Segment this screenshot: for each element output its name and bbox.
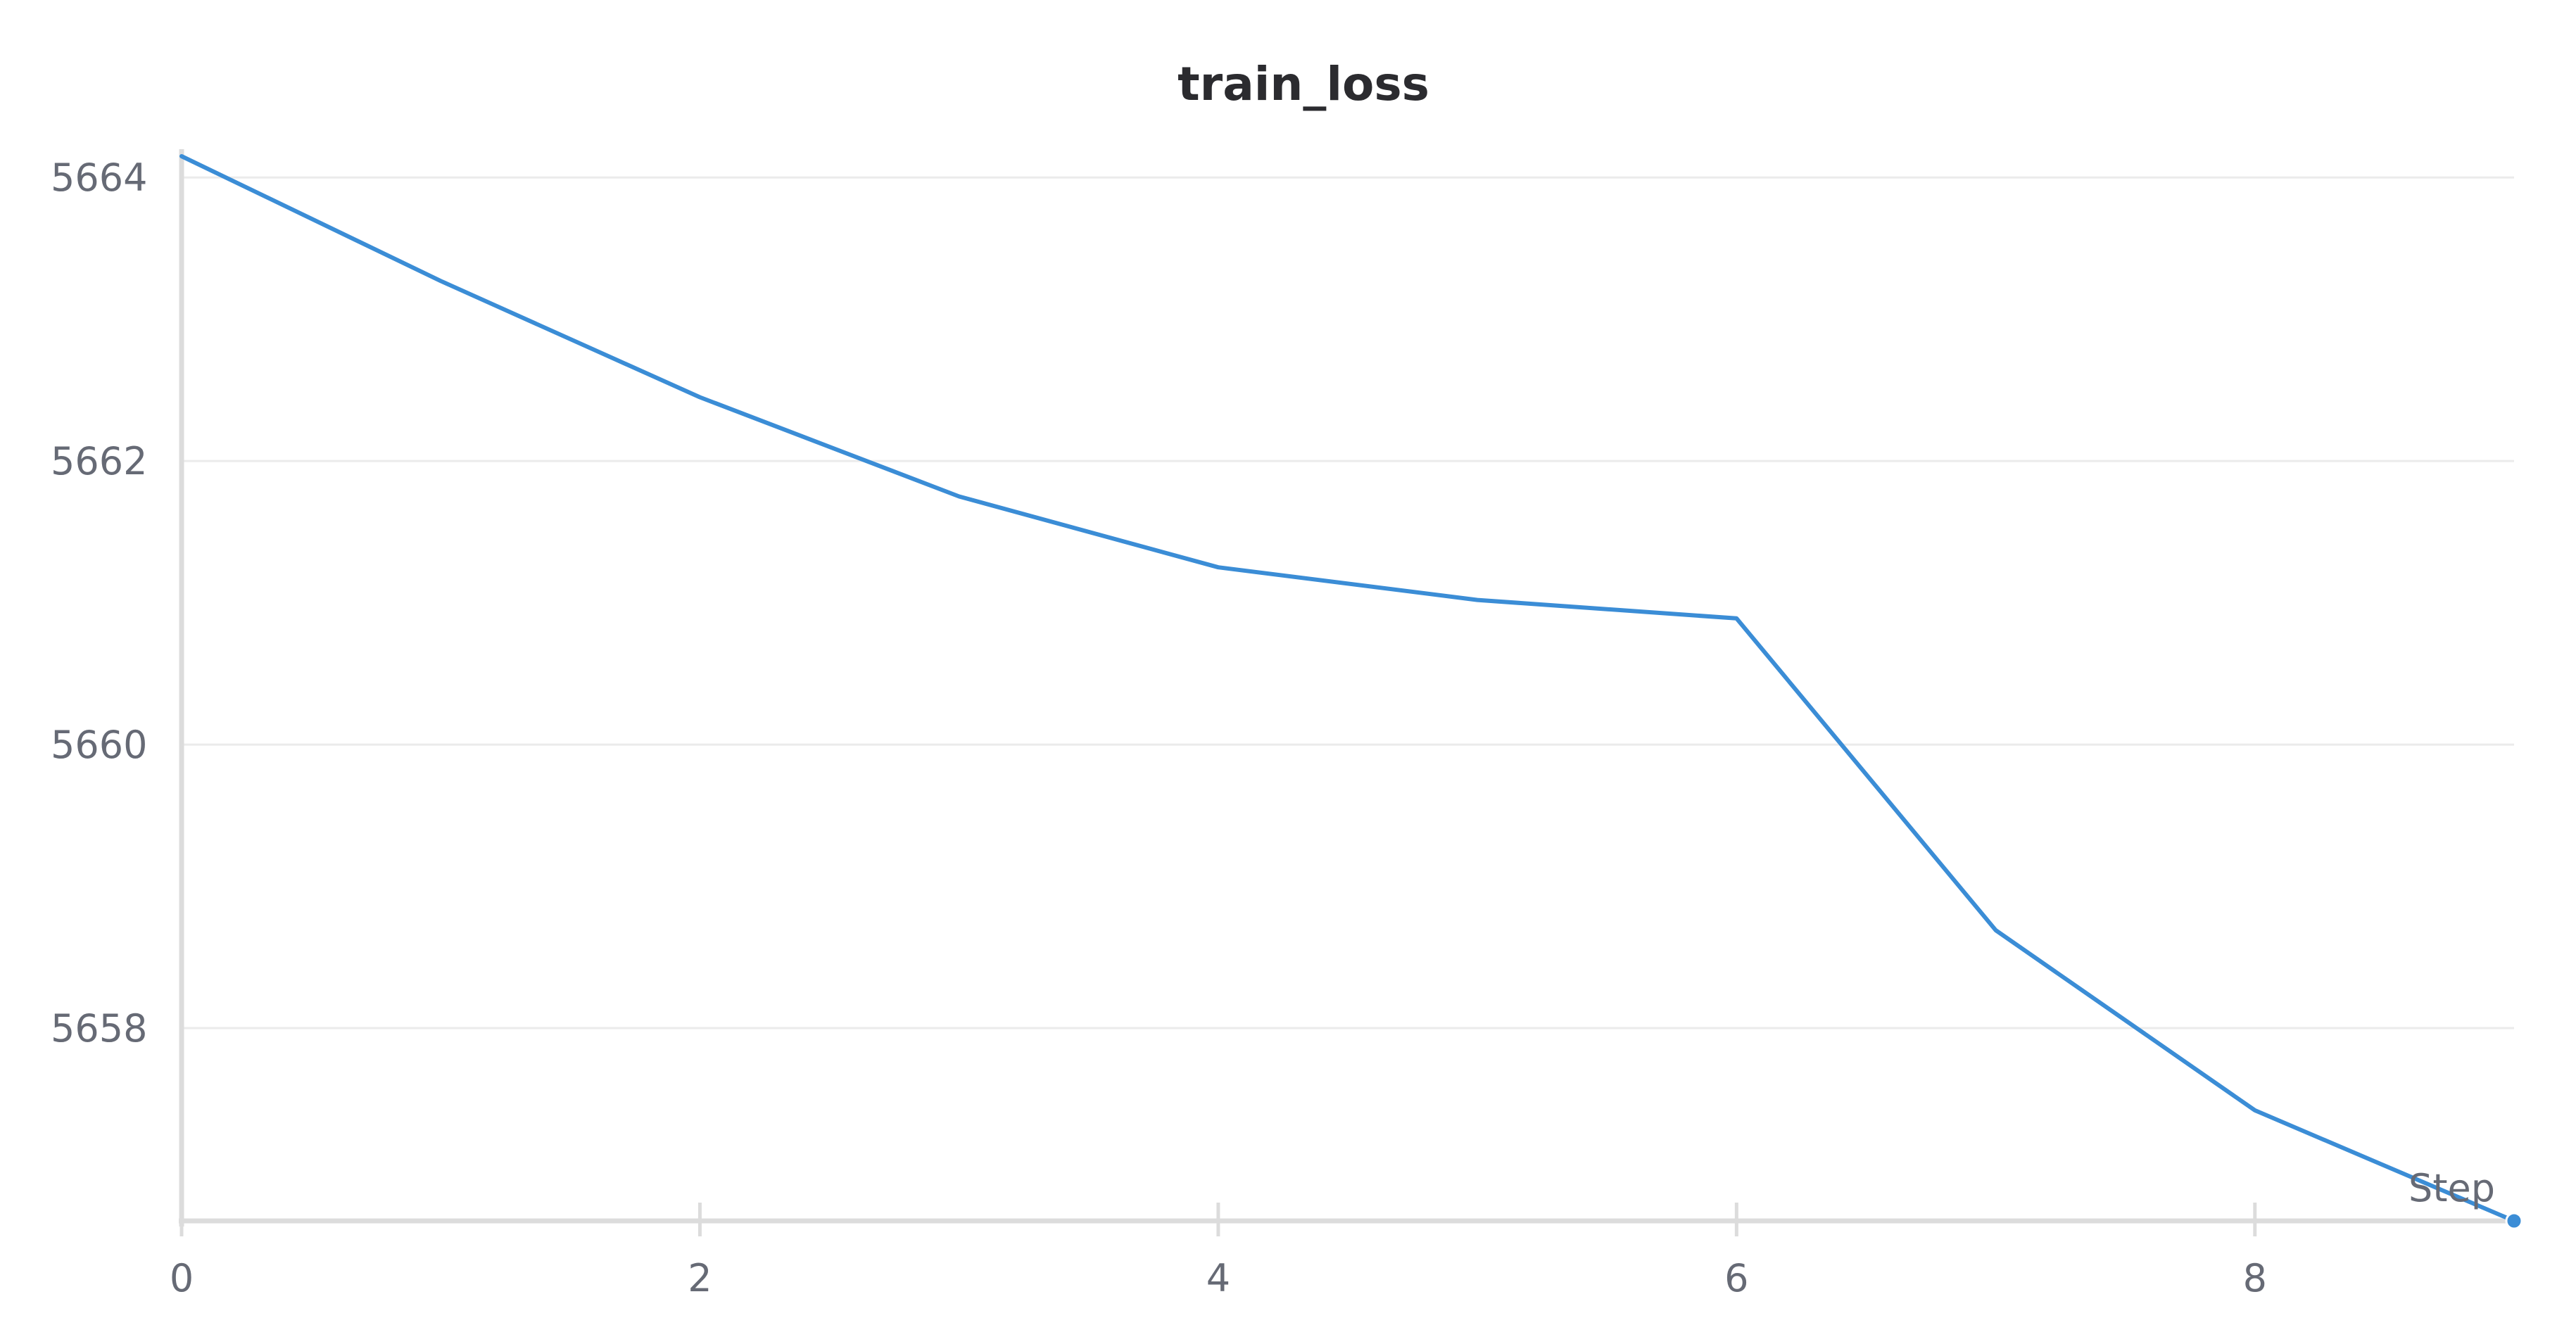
- end-point-marker: [2505, 1212, 2523, 1230]
- axes: 5658 5660 5662 5664 0 2 4 6 8: [51, 149, 2514, 1300]
- x-tick-label: 6: [1724, 1256, 1748, 1300]
- y-tick-label: 5660: [51, 723, 147, 767]
- data-point: [1475, 598, 1479, 602]
- data-point: [957, 495, 961, 499]
- data-point: [1216, 565, 1220, 569]
- x-axis-title: Step: [2408, 1166, 2495, 1210]
- data-point: [1994, 928, 1998, 932]
- data-point: [179, 154, 184, 158]
- data-point: [438, 279, 443, 283]
- series-layer: [179, 154, 2523, 1230]
- x-tick-label: 8: [2243, 1256, 2267, 1300]
- x-tick-label: 4: [1206, 1256, 1230, 1300]
- x-tick-label: 2: [688, 1256, 712, 1300]
- y-tick-label: 5664: [51, 156, 147, 200]
- data-point: [2253, 1108, 2257, 1113]
- data-point: [1734, 616, 1738, 621]
- chart-title: train_loss: [1177, 57, 1429, 111]
- x-tick-label: 0: [170, 1256, 194, 1300]
- gridlines: [182, 176, 2514, 1029]
- data-point: [697, 395, 702, 399]
- y-tick-label: 5658: [51, 1006, 147, 1051]
- series-line: [179, 154, 2516, 1223]
- y-tick-label: 5662: [51, 439, 147, 483]
